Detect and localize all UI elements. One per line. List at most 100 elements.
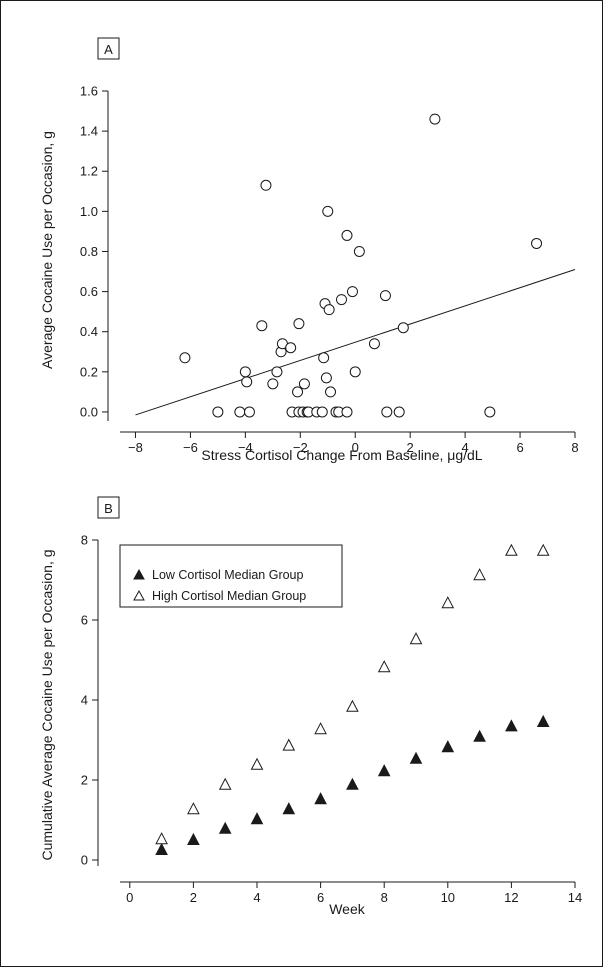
panel-b-low-cortisol-point	[377, 764, 391, 777]
panel-a-x-tick-label: −6	[183, 440, 198, 455]
panel-a-y-tick-label: 0.0	[80, 404, 98, 419]
panel-a-data-point	[341, 406, 353, 418]
panel-b-y-tick-label: 2	[81, 773, 88, 788]
panel-a-x-tick-label: −4	[238, 440, 253, 455]
panel-a-data-point	[368, 338, 380, 350]
panel-a-data-point	[234, 406, 246, 418]
panel-b-x-axis-label: Week	[329, 901, 366, 917]
panel-b-tag: B	[104, 501, 113, 516]
panel-b-x-tick-label: 0	[126, 890, 133, 905]
panel-b-y-tick-label: 8	[81, 533, 88, 548]
panel-b-high-cortisol-point	[536, 543, 550, 556]
panel-a-y-tick-label: 1.6	[80, 84, 98, 99]
panel-a-y-axis-label: Average Cocaine Use per Occasion, g	[39, 131, 55, 369]
panel-b-high-cortisol-point	[377, 660, 391, 673]
panel-a-y-tick-label: 0.4	[80, 324, 98, 339]
panel-a-y-tick-label: 1.2	[80, 164, 98, 179]
panel-a-data-point	[397, 322, 409, 334]
panel-b-high-cortisol-point	[409, 632, 423, 645]
panel-a-y-tick-label: 0.6	[80, 284, 98, 299]
panel-a-data-point	[285, 342, 297, 354]
panel-a-data-point	[320, 372, 332, 384]
panel-a-data-point	[393, 406, 405, 418]
panel-b-plot-area: 0 2 4 6 8 10 12 14 0 2 4 6 8	[81, 533, 582, 906]
panel-b-low-cortisol-point	[536, 714, 550, 727]
panel-b: B 0 2 4 6 8 10 12 14 0 2 4 6 8 Low Cortisol Median G…	[39, 496, 582, 917]
panel-a-data-point	[239, 366, 251, 378]
panel-b-low-cortisol-point	[346, 777, 359, 790]
panel-a-data-point	[316, 406, 328, 418]
panel-b-x-tick-label: 14	[568, 890, 582, 905]
panel-a-regression-line	[135, 269, 576, 416]
panel-a-data-point	[241, 376, 253, 388]
panel-a-data-point	[292, 386, 304, 398]
panel-b-x-tick-label: 6	[317, 890, 324, 905]
panel-a-y-tick-label: 0.8	[80, 244, 98, 259]
panel-a-y-tick-label: 0.2	[80, 364, 98, 379]
panel-b-low-cortisol-point	[282, 802, 296, 815]
panel-b-high-cortisol-point	[187, 802, 200, 815]
panel-b-x-tick-label: 8	[381, 890, 388, 905]
legend-open-triangle-icon	[133, 589, 145, 601]
panel-b-high-cortisol-point	[155, 832, 168, 845]
panel-a-plot-area: −8 −6 −4 −2 0 2 4 6 8 0.0 0.2 0.4 0.6 0.8 1.0 1.2 1.4 1.6	[80, 84, 579, 456]
panel-b-marks	[155, 543, 550, 855]
panel-b-high-cortisol-point	[346, 699, 359, 712]
panel-a-x-axis-label: Stress Cortisol Change From Baseline, μg…	[201, 447, 482, 463]
panel-a-data-point	[271, 366, 283, 378]
panel-b-low-cortisol-point	[250, 812, 264, 825]
panel-a-data-point	[531, 237, 543, 249]
panel-a-x-tick-label: 0	[352, 440, 359, 455]
panel-a-x-tick-label: 2	[407, 440, 414, 455]
panel-a-data-point	[381, 406, 393, 418]
panel-b-low-cortisol-point	[505, 719, 518, 732]
panel-b-y-tick-label: 6	[81, 613, 88, 628]
panel-a-y-tick-label: 1.4	[80, 124, 98, 139]
panel-b-tag-box	[97, 496, 120, 519]
panel-a-data-point	[323, 304, 335, 316]
panel-b-x-tick-label: 12	[504, 890, 518, 905]
panel-a-marks	[135, 113, 576, 418]
panel-a-data-point	[353, 245, 365, 257]
panel-b-legend: Low Cortisol Median Group High Cortisol …	[119, 544, 343, 608]
panel-a-tag: A	[104, 42, 113, 57]
panel-b-low-cortisol-point	[441, 740, 455, 753]
panel-a-y-tick-label: 1.0	[80, 204, 98, 219]
panel-b-low-cortisol-point	[314, 792, 327, 805]
panel-b-low-cortisol-point	[473, 729, 486, 742]
panel-a-data-point	[379, 290, 391, 302]
legend-label-low: Low Cortisol Median Group	[152, 568, 304, 582]
panel-a-data-point	[484, 406, 496, 418]
panel-a: A −8 −6 −4 −2 0 2 4 6 8 0.0 0.2 0.4 0.6 0.8 1.0 1.2 1.4 1…	[39, 37, 579, 463]
panel-a-x-tick-label: 8	[571, 440, 578, 455]
panel-b-low-cortisol-point	[187, 832, 200, 845]
panel-a-data-point	[349, 366, 361, 378]
panel-a-data-point	[243, 406, 255, 418]
panel-b-high-cortisol-point	[250, 757, 264, 770]
panel-b-high-cortisol-point	[314, 722, 327, 735]
panel-b-x-tick-label: 2	[190, 890, 197, 905]
panel-a-data-point	[267, 378, 279, 390]
panel-b-high-cortisol-point	[505, 543, 518, 556]
panel-b-y-tick-label: 4	[81, 693, 88, 708]
panel-a-data-point	[346, 286, 358, 298]
legend-label-high: High Cortisol Median Group	[152, 589, 306, 603]
panel-a-data-point	[298, 378, 310, 390]
panel-a-x-tick-label: −2	[293, 440, 308, 455]
panel-a-data-point	[341, 229, 353, 241]
legend-box	[119, 544, 343, 608]
panel-a-x-tick-label: −8	[128, 440, 143, 455]
panel-b-y-tick-label: 0	[81, 853, 88, 868]
panel-b-x-tick-label: 4	[253, 890, 260, 905]
panel-b-x-tick-label: 10	[441, 890, 455, 905]
panel-a-tag-box	[97, 37, 120, 60]
panel-a-data-point	[336, 294, 347, 306]
panel-a-x-tick-label: 6	[516, 440, 523, 455]
legend-filled-triangle-icon	[133, 568, 145, 580]
panel-a-data-point	[179, 352, 191, 364]
panel-a-ticks: −8 −6 −4 −2 0 2 4 6 8 0.0 0.2 0.4 0.6 0.8 1.0 1.2 1.4 1.6	[80, 84, 579, 456]
panel-b-low-cortisol-point	[218, 821, 232, 834]
panel-b-low-cortisol-point	[409, 751, 423, 764]
panel-a-data-point	[429, 113, 441, 125]
